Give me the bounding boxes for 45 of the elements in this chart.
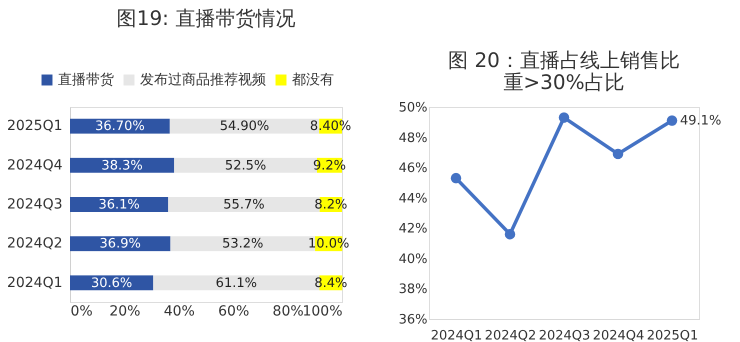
y-tick-label: 2024Q1 [6, 274, 62, 291]
x-tick-label: 0% [70, 304, 93, 320]
x-tick-label: 100% [302, 304, 342, 320]
y-tick-label: 50% [398, 100, 428, 116]
x-tick-label: 2024Q3 [538, 328, 590, 342]
x-tick-label: 20% [109, 304, 140, 320]
y-tick-label: 2024Q2 [6, 236, 62, 252]
data-label: 53.2% [222, 236, 264, 252]
x-tick-label: 80% [272, 304, 304, 320]
y-tick-label: 42% [398, 222, 428, 237]
x-tick-label: 40% [164, 304, 195, 320]
y-tick-label: 38% [398, 282, 428, 298]
y-tick-label: 2024Q4 [6, 157, 63, 174]
legend-label: 都没有 [292, 72, 334, 88]
chart-title: 图 20：直播占线上销售比重>30%占比 [448, 48, 680, 94]
data-label: 49.1% [680, 114, 722, 129]
chart-title: 图19: 直播带货情况 [116, 6, 296, 30]
x-tick-label: 2025Q1 [646, 328, 698, 342]
y-tick-label: 40% [398, 252, 428, 267]
point [504, 228, 516, 240]
point [666, 115, 678, 126]
x-tick-label: 2024Q2 [484, 328, 536, 342]
data-label: 55.7% [223, 198, 265, 212]
point [450, 172, 462, 184]
data-label: 54.90% [220, 119, 270, 134]
data-label: 36.1% [98, 198, 140, 212]
point [558, 112, 570, 123]
x-tick-label: 60% [218, 304, 250, 320]
data-label: 36.70% [95, 119, 145, 134]
y-tick-label: 44% [398, 191, 428, 206]
data-label: 38.3% [101, 158, 143, 174]
data-label: 61.1% [216, 276, 257, 291]
point [612, 148, 624, 160]
y-tick-label: 2024Q3 [6, 196, 62, 212]
x-tick-label: 2024Q1 [430, 328, 482, 342]
legend-label: 发布过商品推荐视频 [140, 72, 266, 88]
x-tick-label: 2024Q4 [592, 328, 644, 342]
data-label: 52.5% [224, 158, 266, 174]
data-label: 36.9% [100, 236, 141, 252]
y-tick-label: 2025Q1 [6, 118, 62, 134]
y-tick-label: 36% [398, 312, 428, 328]
legend-label: 直播带货 [58, 72, 114, 88]
y-tick-label: 46% [398, 161, 428, 176]
data-label: 30.6% [90, 276, 132, 291]
y-tick-label: 48% [398, 130, 428, 146]
